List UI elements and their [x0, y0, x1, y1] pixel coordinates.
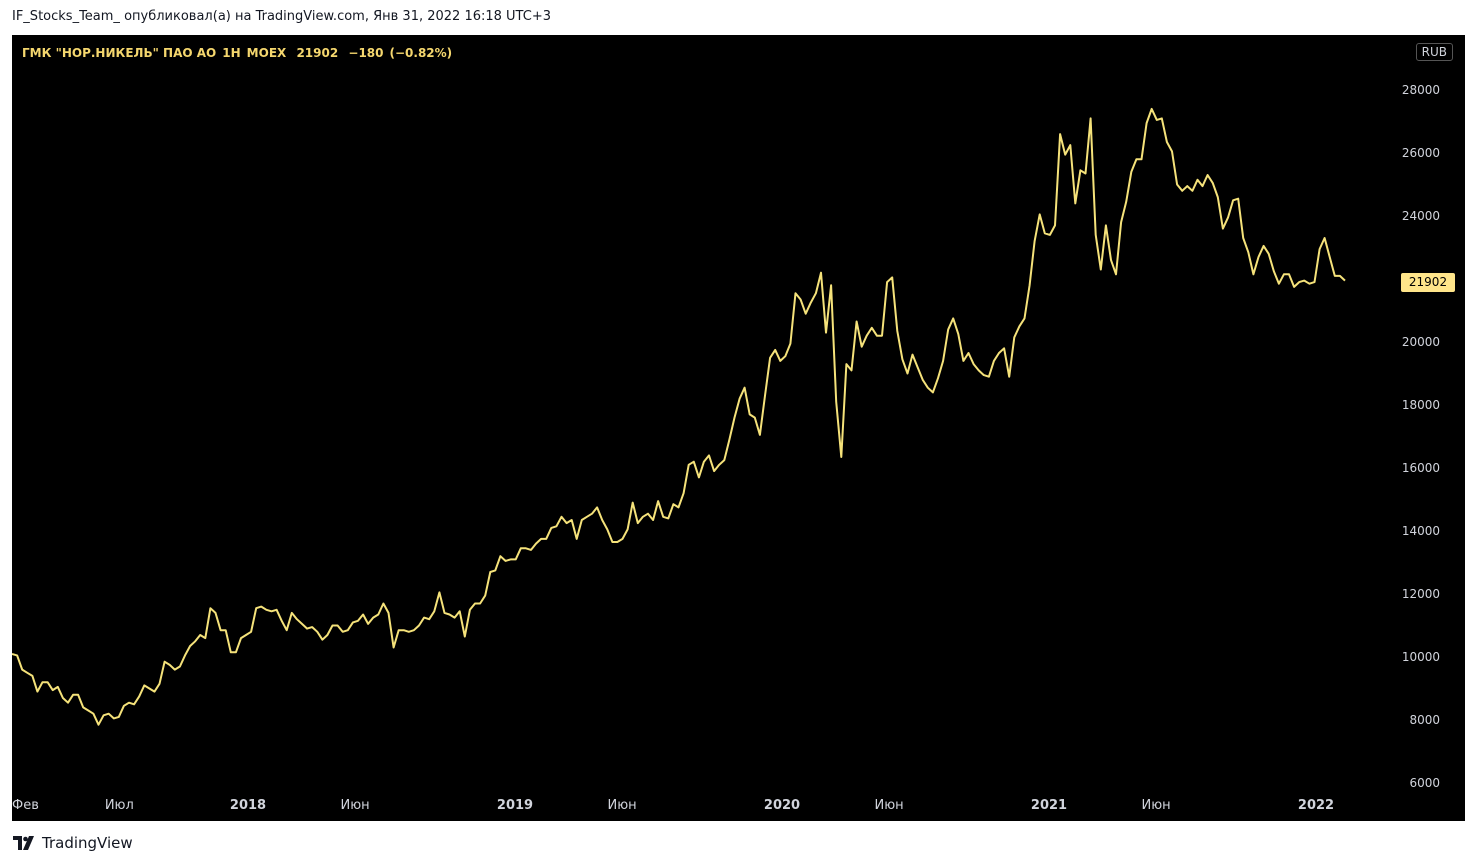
x-tick-label: 2018: [230, 798, 266, 813]
x-axis: Фев Июл 2018 Июн 2019 Июн 2020 Июн 2021 Июн 2022: [12, 798, 1334, 813]
publisher-name[interactable]: IF_Stocks_Team_: [12, 9, 120, 24]
footer: TradingView: [13, 834, 133, 852]
tradingview-logo-icon[interactable]: [13, 835, 37, 851]
y-tick-label: 8000: [1409, 713, 1440, 727]
x-tick-label: 2019: [497, 798, 533, 813]
y-tick-label: 16000: [1402, 461, 1440, 475]
price-chart[interactable]: 6000800010000120001400016000180002000022…: [12, 35, 1465, 821]
symbol-interval: 1Н: [222, 46, 241, 60]
y-tick-label: 14000: [1402, 524, 1440, 538]
x-tick-label: Июн: [608, 798, 637, 813]
symbol-name: ГМК "НОР.НИКЕЛЬ" ПАО АО: [22, 46, 217, 60]
x-tick-label: Фев: [12, 798, 39, 813]
y-tick-label: 6000: [1409, 776, 1440, 790]
y-tick-label: 18000: [1402, 398, 1440, 412]
y-tick-label: 20000: [1402, 335, 1440, 349]
chart-panel[interactable]: 6000800010000120001400016000180002000022…: [12, 35, 1465, 821]
published-text: опубликовал(а) на TradingView.com, Янв 3…: [124, 9, 551, 24]
x-tick-label: Июл: [105, 798, 134, 813]
currency-badge[interactable]: RUB: [1415, 43, 1453, 61]
publisher-header: IF_Stocks_Team_ опубликовал(а) на Tradin…: [12, 9, 551, 24]
y-tick-label: 24000: [1402, 209, 1440, 223]
price-change: −180: [348, 46, 384, 60]
symbol-exchange: MOEX: [246, 46, 287, 60]
footer-brand[interactable]: TradingView: [42, 834, 133, 852]
y-tick-label: 28000: [1402, 83, 1440, 97]
last-price: 21902: [296, 46, 339, 60]
price-change-pct: (−0.82%): [389, 46, 453, 60]
y-axis: 6000800010000120001400016000180002000022…: [1402, 83, 1440, 790]
x-tick-label: 2022: [1298, 798, 1334, 813]
y-tick-label: 10000: [1402, 650, 1440, 664]
y-tick-label: 12000: [1402, 587, 1440, 601]
x-tick-label: Июн: [875, 798, 904, 813]
last-price-tag: 21902: [1401, 273, 1455, 292]
symbol-legend: ГМК "НОР.НИКЕЛЬ" ПАО АО 1Н MOEX 21902 −180…: [22, 46, 458, 60]
x-tick-label: Июн: [341, 798, 370, 813]
x-tick-label: Июн: [1142, 798, 1171, 813]
x-tick-label: 2021: [1031, 798, 1067, 813]
series-line: [12, 107, 1346, 726]
x-tick-label: 2020: [764, 798, 800, 813]
y-tick-label: 26000: [1402, 146, 1440, 160]
